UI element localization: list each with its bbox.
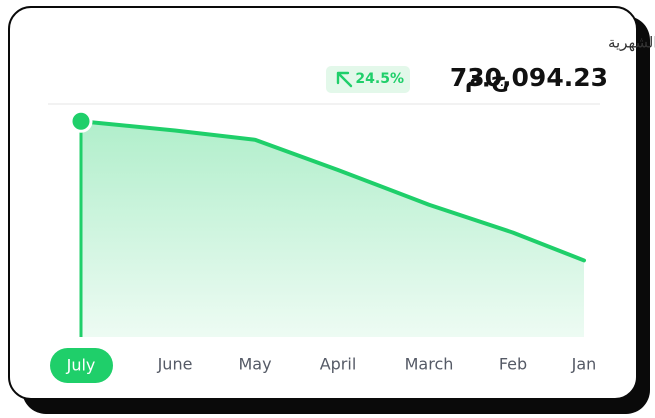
x-tick-label: June bbox=[157, 355, 193, 374]
x-tick-label: April bbox=[320, 355, 357, 374]
selected-pill bbox=[50, 348, 113, 383]
currency: ج.م bbox=[465, 67, 508, 93]
area-fill bbox=[81, 121, 584, 338]
x-tick-label: Jan bbox=[571, 355, 597, 374]
arrow-icon bbox=[336, 71, 353, 88]
x-tick-label: March bbox=[405, 355, 454, 374]
x-tick-label: Feb bbox=[499, 355, 527, 374]
card-title: إجمالي المبيعات الشهرية bbox=[608, 34, 655, 53]
change-value: 24.5% bbox=[355, 71, 404, 87]
x-tick-label: July bbox=[66, 356, 96, 375]
point-marker bbox=[69, 109, 93, 133]
total-value: 730,094.23 bbox=[450, 63, 608, 92]
x-tick-label: May bbox=[238, 355, 271, 374]
line bbox=[79, 119, 586, 263]
